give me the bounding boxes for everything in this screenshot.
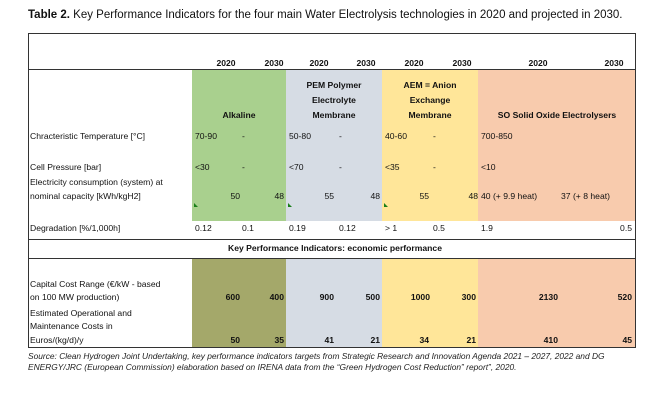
row-label: Chracteristic Temperature [°C] (30, 131, 146, 141)
table-cell: 34 (419, 335, 429, 345)
table-cell: 70-90 (195, 131, 217, 141)
table-cell: 35 (274, 335, 284, 345)
table-cell: 41 (324, 335, 334, 345)
tech-header-pem: Electrolyte (312, 95, 356, 105)
table-cell: 0.12 (195, 223, 212, 233)
table-cell: - (242, 131, 245, 141)
alkaline-econ-band (192, 258, 286, 348)
aem-econ-band (382, 258, 478, 348)
caption-text: Key Performance Indicators for the four … (69, 9, 623, 21)
aem-band (382, 69, 478, 221)
table-cell: <35 (385, 162, 400, 172)
pem-econ-band (286, 258, 382, 348)
table-cell: 21 (466, 335, 476, 345)
table-cell: 48 (370, 191, 380, 201)
table-cell: 55 (324, 191, 334, 201)
table-cell: 50-80 (289, 131, 311, 141)
section-rule (28, 239, 636, 240)
tech-header-so: SO Solid Oxide Electrolysers (497, 110, 617, 120)
section-rule-bottom (28, 258, 636, 259)
table-cell: 40 (+ 9.9 heat) (481, 191, 538, 201)
table-cell: 400 (269, 292, 284, 302)
pem-band (286, 69, 382, 221)
table-cell: 50 (230, 191, 240, 201)
row-label: Degradation [%/1,000h] (30, 223, 121, 233)
row-label: Electricity consumption (system) at (30, 177, 163, 187)
year-header: 2030 (264, 58, 284, 68)
table-cell: <10 (481, 162, 496, 172)
table-caption: Table 2. Key Performance Indicators for … (28, 9, 622, 21)
row-label: Estimated Operational and (30, 308, 132, 318)
table-cell: 0.1 (242, 223, 254, 233)
table-cell: 50 (230, 335, 240, 345)
cell-marker-icon (288, 203, 292, 207)
tech-header-aem: Membrane (408, 110, 452, 120)
row-label: Cell Pressure [bar] (30, 162, 102, 172)
so-band (478, 69, 636, 221)
table-cell: 55 (419, 191, 429, 201)
table-cell: 300 (461, 292, 476, 302)
table-cell: - (339, 162, 342, 172)
table-cell: 0.5 (433, 223, 445, 233)
table-cell: 0.19 (289, 223, 306, 233)
cell-marker-icon (384, 203, 388, 207)
year-header: 2020 (404, 58, 424, 68)
table-cell: 500 (365, 292, 380, 302)
tech-header-aem: Exchange (409, 95, 451, 105)
year-header: 2020 (216, 58, 236, 68)
table-cell: - (433, 162, 436, 172)
table-cell: - (339, 131, 342, 141)
year-header: 2020 (528, 58, 548, 68)
row-label: on 100 MW production) (30, 292, 120, 302)
table-cell: 37 (+ 8 heat) (561, 191, 610, 201)
caption-label: Table 2. (28, 9, 70, 21)
year-header: 2030 (356, 58, 376, 68)
source-note: Source: Clean Hydrogen Joint Undertaking… (28, 351, 605, 373)
table-cell: 900 (319, 292, 334, 302)
table-cell: 1000 (410, 292, 430, 302)
table-cell: - (433, 131, 436, 141)
tech-header-pem: Membrane (312, 110, 356, 120)
table-cell: 1.9 (481, 223, 493, 233)
table-cell: - (242, 162, 245, 172)
table-cell: 45 (622, 335, 632, 345)
year-header: 2030 (452, 58, 472, 68)
table-cell: 410 (543, 335, 558, 345)
row-label: Maintenance Costs in (30, 321, 113, 331)
tech-header-pem: PEM Polymer (306, 80, 362, 90)
row-label: Euros/(kg/d)/y (30, 335, 84, 345)
table-cell: 2130 (538, 292, 558, 302)
table-cell: <30 (195, 162, 210, 172)
tech-header-aem: AEM = Anion (403, 80, 457, 90)
table-cell: 520 (617, 292, 632, 302)
table-cell: 600 (225, 292, 240, 302)
year-header: 2030 (604, 58, 624, 68)
table-cell: 40-60 (385, 131, 407, 141)
cell-marker-icon (194, 203, 198, 207)
table-cell: 21 (370, 335, 380, 345)
kpi-table: 2020 2030 2020 2030 2020 2030 2020 2030 … (28, 33, 636, 348)
row-label: Capital Cost Range (€/kW - based (30, 279, 161, 289)
table-cell: <70 (289, 162, 304, 172)
table-cell: 48 (274, 191, 284, 201)
so-econ-band (478, 258, 636, 348)
section-header: Key Performance Indicators: economic per… (228, 243, 442, 253)
table-cell: 0.5 (620, 223, 632, 233)
alkaline-band (192, 69, 286, 221)
tech-header-alkaline: Alkaline (222, 110, 256, 120)
row-label: nominal capacity [kWh/kgH2] (30, 191, 141, 201)
table-cell: 48 (468, 191, 478, 201)
year-header: 2020 (309, 58, 329, 68)
table-cell: 0.12 (339, 223, 356, 233)
table-cell: 700-850 (481, 131, 513, 141)
header-rule (28, 69, 636, 70)
table-cell: > 1 (385, 223, 398, 233)
